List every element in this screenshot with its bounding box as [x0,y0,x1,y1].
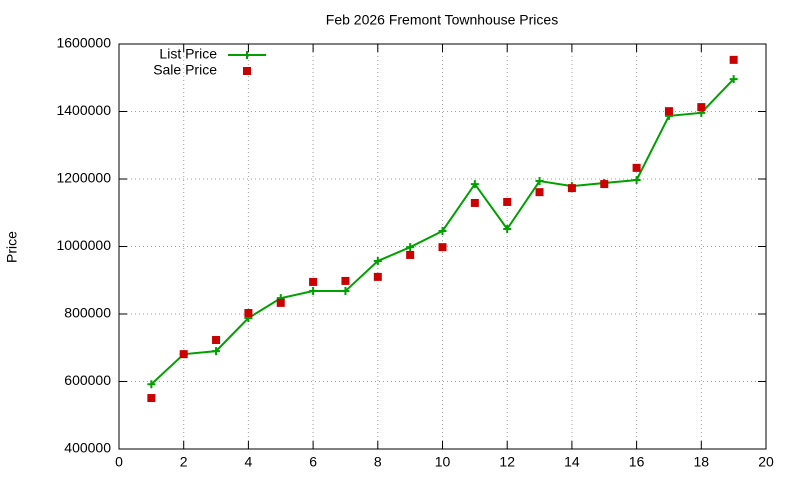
square-marker [147,394,156,403]
square-marker [503,197,512,206]
x-tick-label: 2 [180,454,188,470]
square-marker [276,298,285,307]
square-marker [212,335,221,344]
square-marker [664,107,673,116]
legend-marker [243,67,251,75]
square-marker [535,188,544,197]
plus-marker [212,347,221,356]
x-tick-label: 8 [374,454,382,470]
plus-marker [470,180,479,189]
y-tick-label: 1600000 [56,35,111,51]
square-marker [632,163,641,172]
plus-marker [147,380,156,389]
plus-marker [503,224,512,233]
y-tick-label: 600000 [64,372,111,388]
square-marker [438,243,447,252]
y-tick-label: 1400000 [56,102,111,118]
plus-marker [438,226,447,235]
square-marker [567,184,576,193]
square-marker [373,272,382,281]
square-marker [309,277,318,286]
x-tick-label: 14 [564,454,580,470]
x-tick-label: 4 [245,454,253,470]
square-marker [179,350,188,359]
plus-marker [632,176,641,185]
square-marker [244,308,253,317]
plus-marker [341,287,350,296]
square-marker [600,180,609,189]
square-marker [470,198,479,207]
x-tick-label: 18 [694,454,710,470]
x-tick-label: 0 [115,454,123,470]
plus-marker [729,75,738,84]
x-tick-label: 6 [309,454,317,470]
plus-marker [535,177,544,186]
square-marker [341,276,350,285]
y-tick-label: 1000000 [56,237,111,253]
plot-frame [118,43,767,450]
y-axis-label: Price [4,231,20,263]
legend-label: List Price [159,46,217,62]
y-tick-label: 800000 [64,305,111,321]
plus-marker [373,257,382,266]
plus-marker [309,287,318,296]
square-marker [729,55,738,64]
legend-label: Sale Price [153,62,217,78]
x-tick-label: 16 [629,454,645,470]
legend-marker [243,51,251,59]
chart-title: Feb 2026 Fremont Townhouse Prices [326,12,558,28]
x-tick-label: 20 [758,454,774,470]
x-tick-label: 10 [435,454,451,470]
x-tick-label: 12 [499,454,515,470]
square-marker [697,103,706,112]
y-tick-label: 1200000 [56,170,111,186]
plus-marker [406,243,415,252]
square-marker [406,250,415,259]
y-tick-label: 400000 [64,440,111,456]
